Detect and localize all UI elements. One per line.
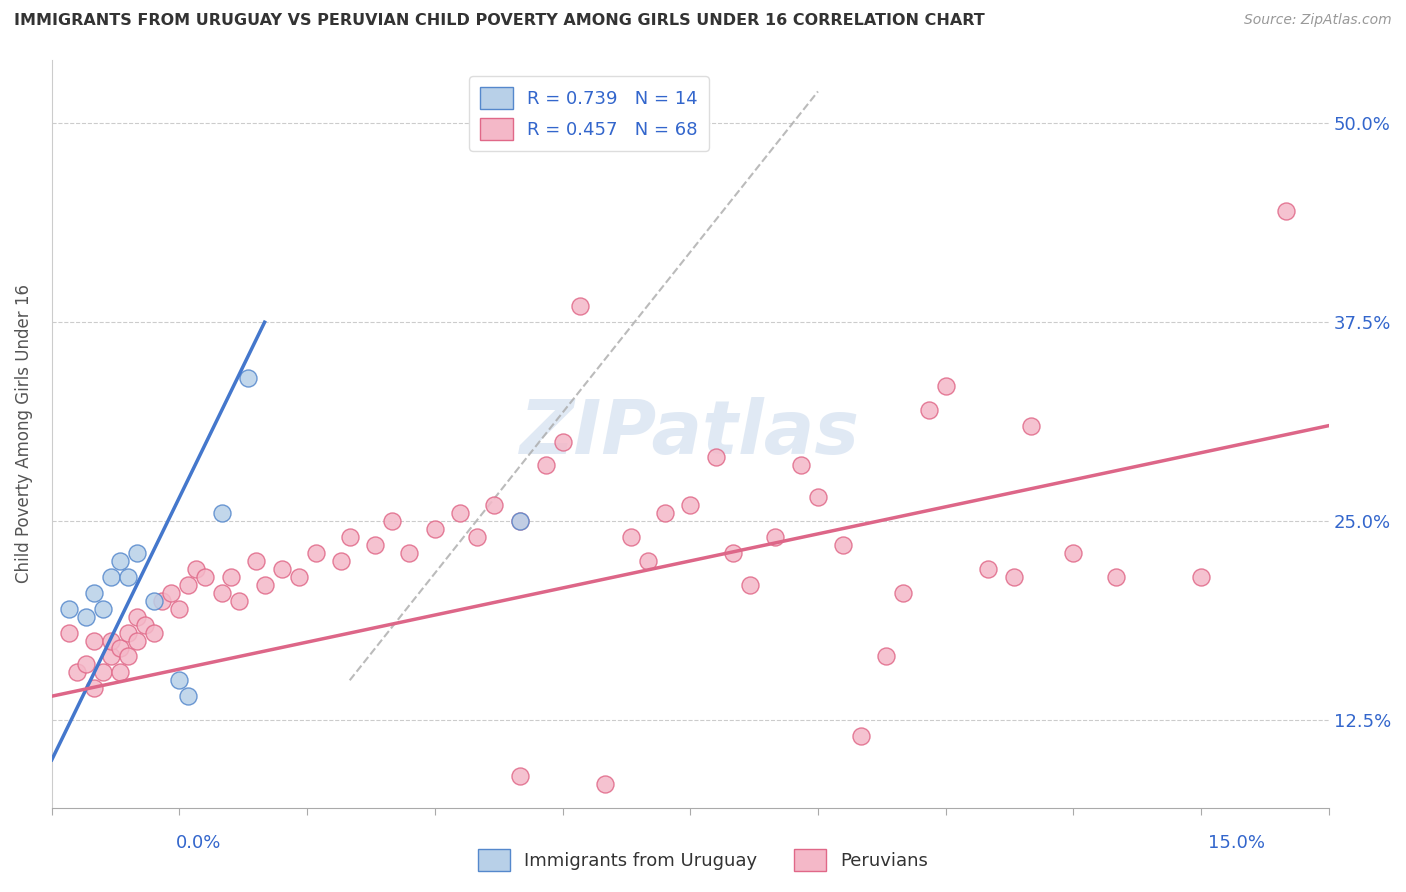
Point	[305, 546, 328, 560]
Point	[177, 690, 200, 704]
Y-axis label: Child Poverty Among Girls Under 16: Child Poverty Among Girls Under 16	[15, 285, 32, 583]
Point	[177, 578, 200, 592]
Point	[1275, 203, 1298, 218]
Point	[245, 554, 267, 568]
Point	[228, 593, 250, 607]
Point	[891, 586, 914, 600]
Point	[134, 617, 156, 632]
Point	[1189, 570, 1212, 584]
Point	[125, 609, 148, 624]
Point	[704, 450, 727, 465]
Point	[211, 506, 233, 520]
Point	[1105, 570, 1128, 584]
Legend: Immigrants from Uruguay, Peruvians: Immigrants from Uruguay, Peruvians	[470, 842, 936, 879]
Point	[449, 506, 471, 520]
Point	[142, 625, 165, 640]
Point	[100, 570, 122, 584]
Point	[108, 665, 131, 680]
Point	[253, 578, 276, 592]
Point	[117, 570, 139, 584]
Point	[152, 593, 174, 607]
Point	[125, 546, 148, 560]
Point	[91, 665, 114, 680]
Point	[83, 586, 105, 600]
Point	[160, 586, 183, 600]
Point	[534, 458, 557, 473]
Point	[423, 522, 446, 536]
Point	[721, 546, 744, 560]
Point	[186, 562, 208, 576]
Point	[108, 641, 131, 656]
Point	[219, 570, 242, 584]
Point	[100, 633, 122, 648]
Point	[194, 570, 217, 584]
Point	[637, 554, 659, 568]
Point	[66, 665, 89, 680]
Point	[977, 562, 1000, 576]
Point	[330, 554, 353, 568]
Point	[917, 402, 939, 417]
Point	[1062, 546, 1084, 560]
Point	[509, 514, 531, 528]
Point	[381, 514, 404, 528]
Point	[108, 554, 131, 568]
Point	[807, 490, 830, 504]
Point	[236, 371, 259, 385]
Text: 0.0%: 0.0%	[176, 834, 221, 852]
Point	[484, 498, 506, 512]
Point	[763, 530, 786, 544]
Point	[75, 609, 97, 624]
Text: Source: ZipAtlas.com: Source: ZipAtlas.com	[1244, 13, 1392, 28]
Point	[849, 729, 872, 743]
Point	[593, 777, 616, 791]
Point	[211, 586, 233, 600]
Point	[169, 673, 191, 688]
Point	[1019, 418, 1042, 433]
Point	[83, 633, 105, 648]
Point	[551, 434, 574, 449]
Point	[169, 601, 191, 615]
Point	[620, 530, 643, 544]
Point	[125, 633, 148, 648]
Point	[679, 498, 702, 512]
Point	[100, 649, 122, 664]
Point	[142, 593, 165, 607]
Point	[117, 625, 139, 640]
Point	[935, 379, 957, 393]
Point	[75, 657, 97, 672]
Text: ZIPatlas: ZIPatlas	[520, 397, 860, 470]
Point	[58, 625, 80, 640]
Text: IMMIGRANTS FROM URUGUAY VS PERUVIAN CHILD POVERTY AMONG GIRLS UNDER 16 CORRELATI: IMMIGRANTS FROM URUGUAY VS PERUVIAN CHIL…	[14, 13, 984, 29]
Point	[654, 506, 676, 520]
Point	[509, 769, 531, 783]
Text: 15.0%: 15.0%	[1208, 834, 1265, 852]
Legend: R = 0.739   N = 14, R = 0.457   N = 68: R = 0.739 N = 14, R = 0.457 N = 68	[470, 76, 709, 151]
Point	[738, 578, 761, 592]
Point	[1002, 570, 1025, 584]
Point	[832, 538, 855, 552]
Point	[467, 530, 489, 544]
Point	[91, 601, 114, 615]
Point	[568, 299, 591, 313]
Point	[790, 458, 813, 473]
Point	[364, 538, 387, 552]
Point	[83, 681, 105, 696]
Point	[58, 601, 80, 615]
Point	[339, 530, 361, 544]
Point	[509, 514, 531, 528]
Point	[287, 570, 309, 584]
Point	[117, 649, 139, 664]
Point	[270, 562, 292, 576]
Point	[875, 649, 897, 664]
Point	[398, 546, 420, 560]
